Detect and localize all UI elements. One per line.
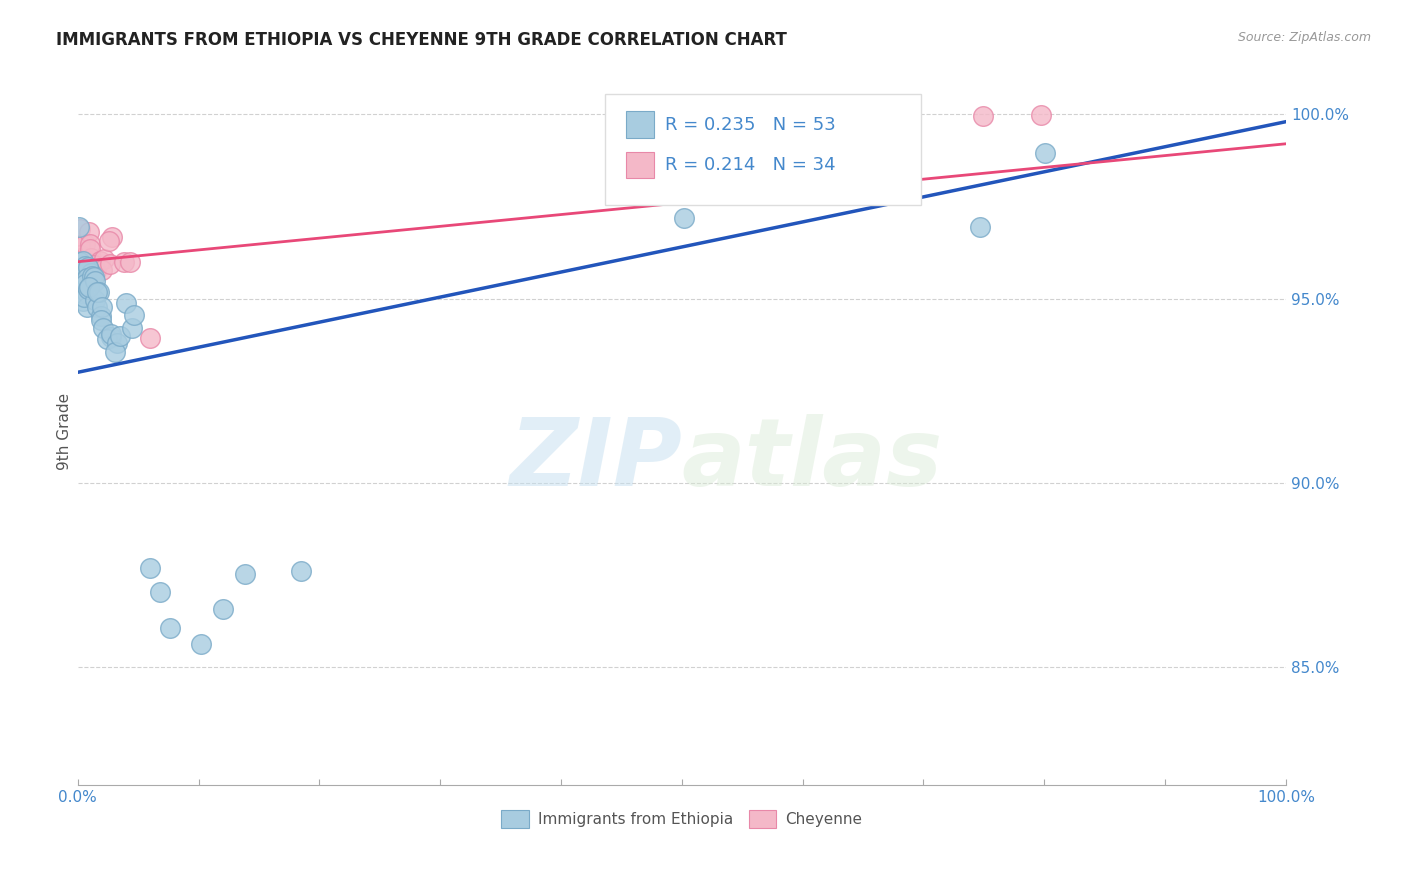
Point (75, 277, 97, 292)
Point (72, 262, 94, 277)
Point (86, 300, 108, 314)
Point (77, 225, 100, 239)
Point (69, 257, 91, 271)
Point (73, 276, 96, 290)
Text: Source: ZipAtlas.com: Source: ZipAtlas.com (1237, 31, 1371, 45)
Point (86, 285, 108, 299)
Point (69, 251, 91, 265)
Point (83, 258, 105, 272)
Point (1033, 146, 1056, 161)
Legend: Immigrants from Ethiopia, Cheyenne: Immigrants from Ethiopia, Cheyenne (495, 805, 869, 834)
Point (76, 281, 98, 295)
Point (76, 257, 98, 271)
Point (83, 270, 105, 285)
Point (115, 296, 138, 310)
Point (77, 260, 100, 275)
Point (101, 230, 124, 244)
Point (80, 269, 103, 284)
Point (90, 313, 112, 327)
Point (69, 272, 91, 286)
Point (108, 329, 131, 343)
Point (139, 331, 162, 345)
Point (79, 237, 101, 252)
Point (72, 264, 94, 278)
Point (73, 251, 96, 265)
Point (69, 255, 91, 269)
Point (149, 585, 172, 599)
Point (69, 222, 91, 236)
Point (212, 602, 235, 616)
Point (112, 254, 135, 268)
Y-axis label: 9th Grade: 9th Grade (58, 392, 72, 470)
Point (105, 335, 128, 350)
Point (67, 219, 90, 234)
Point (72, 293, 94, 308)
Point (76, 270, 98, 285)
Point (67, 262, 90, 277)
Point (67, 268, 90, 282)
Point (79, 256, 101, 270)
Point (73, 290, 96, 304)
Point (84, 293, 107, 307)
Point (69, 271, 91, 285)
Point (79, 265, 101, 279)
Point (69, 247, 91, 261)
Point (669, 136, 692, 150)
Point (1031, 108, 1053, 122)
Point (972, 109, 994, 123)
Point (75, 273, 97, 287)
Point (73, 237, 96, 252)
Point (124, 308, 146, 322)
Point (104, 345, 127, 359)
Point (72, 254, 94, 268)
Point (76, 261, 98, 276)
Point (69, 238, 91, 252)
Point (100, 326, 122, 341)
Point (159, 621, 181, 635)
Point (233, 566, 256, 581)
Point (77, 255, 100, 269)
Point (76, 300, 98, 314)
Point (120, 254, 142, 268)
Point (90, 262, 112, 277)
Point (121, 321, 143, 335)
Point (100, 330, 122, 344)
Point (969, 220, 991, 235)
Point (79, 252, 101, 266)
Point (190, 637, 212, 651)
Text: R = 0.214   N = 34: R = 0.214 N = 34 (665, 156, 835, 174)
Text: atlas: atlas (682, 414, 943, 506)
Point (98, 257, 121, 271)
Point (76, 285, 98, 300)
Text: R = 0.235   N = 53: R = 0.235 N = 53 (665, 116, 835, 134)
Point (96, 332, 118, 346)
Text: ZIP: ZIP (509, 414, 682, 506)
Point (73, 260, 96, 274)
Point (673, 211, 696, 226)
Point (93, 252, 115, 266)
Point (72, 285, 94, 300)
Point (290, 564, 312, 578)
Point (90, 309, 112, 323)
Point (80, 266, 103, 280)
Point (84, 264, 107, 278)
Point (84, 274, 107, 288)
Point (79, 279, 101, 293)
Point (77, 282, 100, 296)
Point (98, 234, 121, 248)
Point (75, 257, 97, 271)
Point (70, 284, 93, 298)
Point (139, 560, 162, 574)
Point (75, 267, 97, 281)
Point (89, 253, 111, 268)
Point (90, 300, 112, 314)
Point (91, 321, 114, 335)
Point (79, 243, 101, 257)
Text: IMMIGRANTS FROM ETHIOPIA VS CHEYENNE 9TH GRADE CORRELATION CHART: IMMIGRANTS FROM ETHIOPIA VS CHEYENNE 9TH… (56, 31, 787, 49)
Point (89, 285, 111, 299)
